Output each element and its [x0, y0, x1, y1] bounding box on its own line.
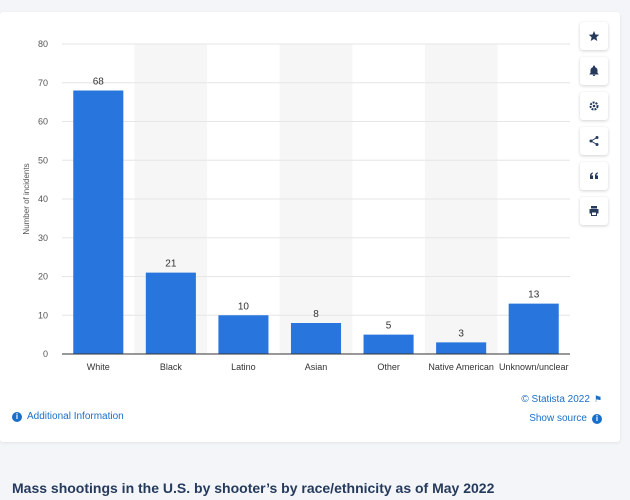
y-axis-label: Number of incidents	[22, 163, 31, 234]
bar	[290, 323, 342, 354]
y-tick-label: 0	[43, 349, 48, 359]
data-label: 8	[313, 309, 319, 320]
bar-chart: 0 10 20 30 40 50 60 70 80 Number of incidents 68 Wh…	[22, 39, 570, 372]
chart-card: 0 10 20 30 40 50 60 70 80 Number of incidents 68 Wh…	[0, 12, 620, 442]
x-tick-label: Asian	[305, 362, 328, 372]
additional-info-link[interactable]: i Additional Information	[12, 411, 124, 422]
data-label: 3	[458, 328, 464, 339]
x-tick-label: Native American	[428, 362, 494, 372]
chart-caption: Mass shootings in the U.S. by shooter’s …	[12, 480, 495, 496]
copyright[interactable]: © Statista 2022 ⚑	[521, 394, 602, 405]
y-tick-label: 80	[38, 39, 48, 49]
flag-icon: ⚑	[593, 394, 602, 404]
data-label: 13	[528, 290, 540, 301]
data-label: 68	[93, 77, 105, 88]
y-tick-label: 50	[38, 155, 48, 165]
gear-icon[interactable]	[580, 92, 608, 120]
star-icon[interactable]	[580, 22, 608, 50]
x-tick-label: Other	[377, 362, 400, 372]
x-tick-label: Latino	[231, 362, 256, 372]
info-icon: i	[12, 411, 22, 422]
share-icon[interactable]	[580, 127, 608, 155]
show-source-link[interactable]: Show source i	[529, 413, 602, 424]
y-tick-label: 70	[38, 78, 48, 88]
quote-icon[interactable]	[580, 162, 608, 190]
bar	[436, 342, 487, 354]
bar	[73, 90, 124, 354]
info-icon: i	[592, 413, 602, 424]
x-tick-label: Black	[160, 362, 183, 372]
additional-info-label[interactable]: Additional Information	[27, 411, 124, 422]
bell-icon[interactable]	[580, 57, 608, 85]
y-tick-label: 20	[38, 272, 48, 282]
y-tick-label: 40	[38, 194, 48, 204]
bar	[363, 334, 414, 354]
copyright-text[interactable]: © Statista 2022	[521, 394, 590, 405]
x-tick-label: White	[87, 362, 110, 372]
bar	[145, 272, 196, 354]
data-label: 5	[386, 321, 392, 332]
bar	[508, 303, 559, 354]
print-icon[interactable]	[580, 197, 608, 225]
y-tick-label: 60	[38, 117, 48, 127]
y-tick-label: 10	[38, 310, 48, 320]
bar	[218, 315, 269, 354]
y-tick-label: 30	[38, 233, 48, 243]
data-label: 21	[165, 259, 177, 270]
data-label: 10	[238, 301, 250, 312]
show-source-label[interactable]: Show source	[529, 413, 587, 424]
x-tick-label: Unknown/unclear	[499, 362, 569, 372]
side-toolbar	[580, 22, 608, 232]
